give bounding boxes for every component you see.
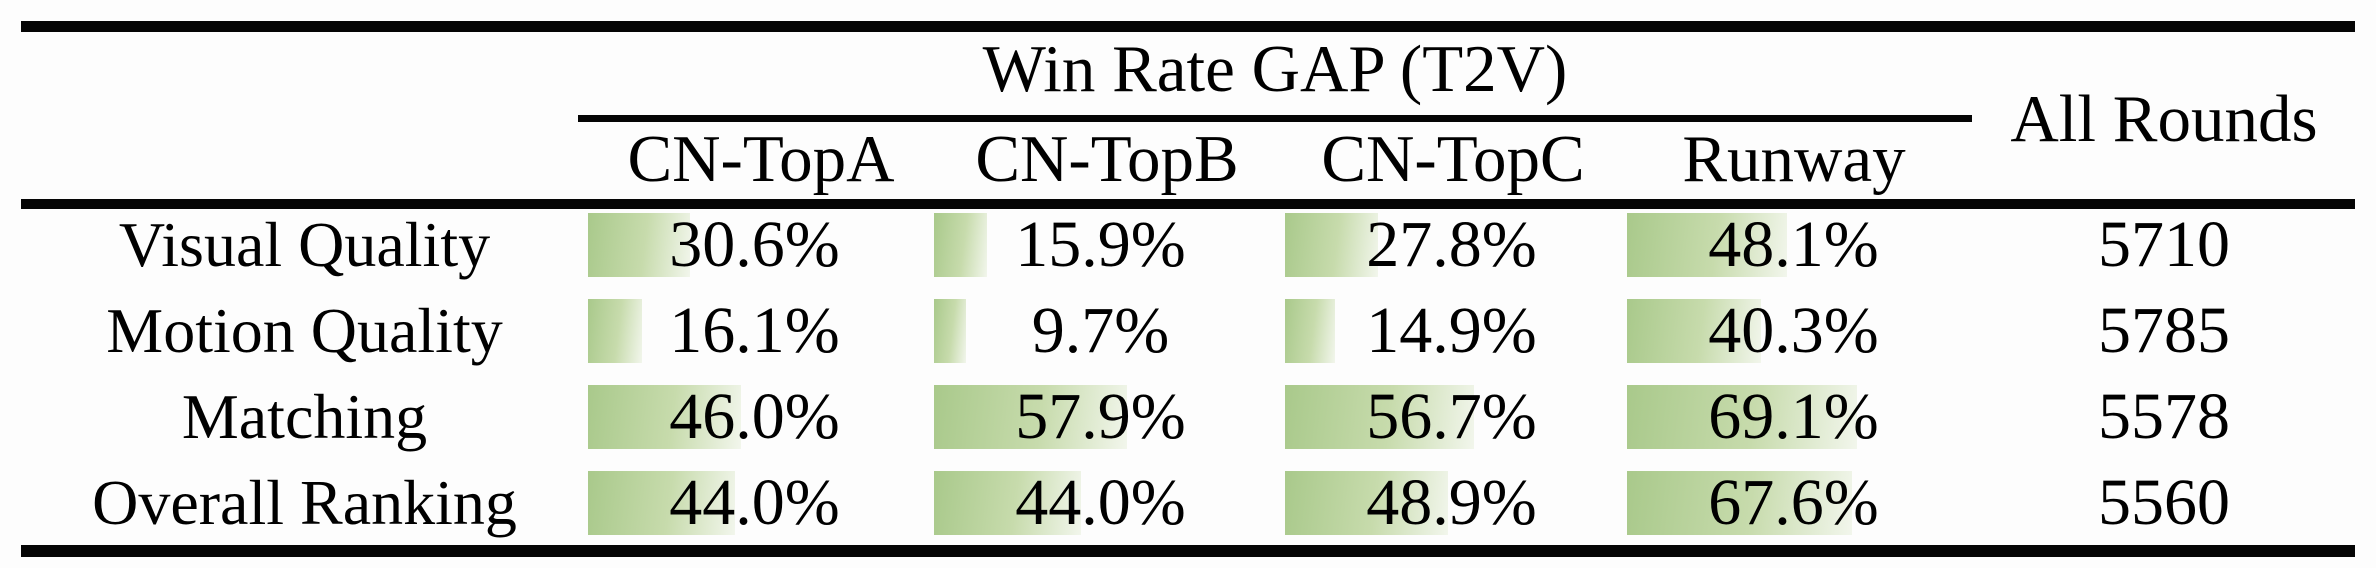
winrate-databar [934, 299, 967, 363]
all-rounds-value: 5560 [2098, 466, 2230, 539]
column-header-cn-topb: CN-TopB [975, 121, 1239, 196]
row-label-visual-quality: Visual Quality [118, 209, 491, 280]
winrate-value: 56.7% [1366, 380, 1537, 453]
winrate-databar [588, 471, 735, 535]
winrate-value: 67.6% [1708, 466, 1879, 539]
winrate-value: 69.1% [1708, 380, 1879, 453]
winrate-cell: 69.1% [1627, 380, 1960, 453]
winrate-cell: 16.1% [588, 294, 921, 367]
winrate-databar [1285, 213, 1378, 277]
winrate-databar [1627, 471, 1853, 535]
winrate-databar [1627, 213, 1788, 277]
all-rounds-value: 5710 [2098, 208, 2230, 281]
winrate-value: 46.0% [669, 380, 840, 453]
column-header-cn-topa: CN-TopA [627, 121, 895, 196]
column-header-cn-topc: CN-TopC [1321, 121, 1585, 196]
table-bottom-rule [21, 545, 2355, 557]
winrate-cell: 9.7% [934, 294, 1267, 367]
column-header-runway: Runway [1682, 121, 1906, 196]
winrate-databar [934, 385, 1127, 449]
row-label-overall-ranking: Overall Ranking [92, 467, 517, 538]
winrate-value: 40.3% [1708, 294, 1879, 367]
winrate-cell: 27.8% [1285, 208, 1618, 281]
winrate-value: 16.1% [669, 294, 840, 367]
winrate-value: 44.0% [1015, 466, 1186, 539]
all-rounds-value: 5785 [2098, 294, 2230, 367]
winrate-value: 57.9% [1015, 380, 1186, 453]
winrate-cell: 15.9% [934, 208, 1267, 281]
winrate-value: 48.1% [1708, 208, 1879, 281]
winrate-databar [1627, 385, 1858, 449]
winrate-value: 9.7% [1031, 294, 1170, 367]
winrate-value: 48.9% [1366, 466, 1537, 539]
table-title: Win Rate GAP (T2V) [982, 31, 1568, 106]
title-underline-rule [578, 115, 1972, 122]
header-bottom-rule [21, 199, 2355, 209]
winrate-cell: 14.9% [1285, 294, 1618, 367]
winrate-databar [1285, 471, 1448, 535]
winrate-databar [934, 471, 1081, 535]
winrate-databar [588, 299, 642, 363]
winrate-value: 44.0% [669, 466, 840, 539]
winrate-value: 15.9% [1015, 208, 1186, 281]
table-top-rule [21, 21, 2355, 32]
winrate-cell: 46.0% [588, 380, 921, 453]
winrate-cell: 56.7% [1285, 380, 1618, 453]
winrate-value: 27.8% [1366, 208, 1537, 281]
all-rounds-value: 5578 [2098, 380, 2230, 453]
winrate-cell: 48.9% [1285, 466, 1618, 539]
winrate-cell: 44.0% [934, 466, 1267, 539]
winrate-value: 14.9% [1366, 294, 1537, 367]
winrate-databar [1285, 299, 1335, 363]
winrate-value: 30.6% [669, 208, 840, 281]
winrate-cell: 40.3% [1627, 294, 1960, 367]
column-header-all-rounds: All Rounds [2010, 81, 2318, 156]
winrate-databar [1285, 385, 1474, 449]
winrate-cell: 30.6% [588, 208, 921, 281]
winrate-cell: 44.0% [588, 466, 921, 539]
winrate-databar [1627, 299, 1762, 363]
winrate-databar [588, 385, 742, 449]
winrate-databar [934, 213, 987, 277]
winrate-cell: 48.1% [1627, 208, 1960, 281]
winrate-databar [588, 213, 690, 277]
row-label-matching: Matching [181, 381, 428, 452]
winrate-cell: 57.9% [934, 380, 1267, 453]
winrate-cell: 67.6% [1627, 466, 1960, 539]
row-label-motion-quality: Motion Quality [106, 295, 503, 366]
